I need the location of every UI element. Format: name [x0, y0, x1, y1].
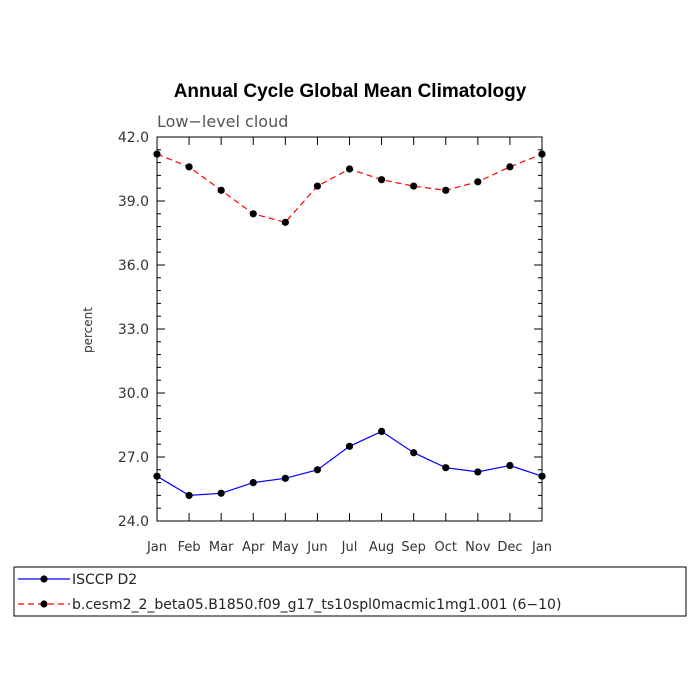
data-point [506, 163, 514, 171]
data-point [345, 165, 354, 173]
y-tick-label: 36.0 [118, 258, 149, 274]
series-line [156, 153, 543, 223]
data-point [410, 182, 418, 190]
data-point [377, 427, 386, 435]
x-tick-label: Jan [146, 540, 167, 555]
series-1 [153, 427, 546, 499]
x-tick-label: Jan [531, 540, 552, 555]
y-tick-label: 39.0 [118, 194, 149, 210]
x-tick-label: Feb [178, 540, 201, 555]
chart-subtitle: Low−level cloud [157, 112, 288, 131]
y-axis-label: percent [81, 307, 95, 353]
data-point [153, 150, 161, 158]
data-point [538, 472, 546, 480]
data-point [474, 178, 482, 186]
y-tick-label: 30.0 [118, 386, 149, 402]
x-tick-label: May [272, 540, 299, 555]
data-point [345, 442, 354, 450]
series-2 [153, 150, 546, 226]
data-point [474, 468, 482, 476]
data-point [217, 489, 225, 497]
y-tick-label: 27.0 [118, 450, 149, 466]
x-tick-label: Oct [435, 540, 457, 555]
series-line [156, 430, 543, 497]
data-point [442, 464, 450, 472]
data-point [185, 491, 193, 499]
y-tick-label: 33.0 [118, 322, 149, 338]
data-point [377, 176, 386, 184]
x-tick-label: Nov [465, 540, 491, 555]
data-point [249, 479, 257, 487]
data-point [281, 474, 289, 482]
x-tick-label: Dec [497, 540, 522, 555]
legend-label: b.cesm2_2_beta05.B1850.f09_g17_ts10spl0m… [72, 597, 561, 613]
axes: 24.0 27.0 30.0 33.0 36.0 39.0 42.0 Jan Feb Mar Apr… [118, 130, 552, 555]
series-layer [153, 150, 546, 499]
data-point [410, 449, 418, 457]
data-point [506, 461, 514, 470]
x-tick-label: Apr [242, 540, 265, 555]
data-point [313, 182, 322, 190]
data-point [442, 186, 450, 194]
data-point [249, 210, 257, 218]
data-point [153, 472, 161, 480]
x-tick-label: Jul [341, 540, 358, 555]
legend-marker [40, 575, 48, 583]
data-point [538, 150, 546, 158]
legend: ISCCP D2 b.cesm2_2_beta05.B1850.f09_g17_t… [18, 572, 561, 613]
x-tick-label: Sep [401, 540, 426, 555]
data-point [217, 186, 225, 194]
y-tick-label: 24.0 [118, 514, 149, 530]
data-point [185, 163, 193, 171]
legend-marker [40, 600, 48, 608]
x-tick-label: Jun [306, 540, 327, 555]
x-tick-label: Aug [369, 540, 394, 555]
legend-box [13, 566, 687, 617]
data-point [313, 466, 322, 474]
chart-title: Annual Cycle Global Mean Climatology [174, 81, 527, 102]
x-tick-label: Mar [209, 540, 234, 555]
legend-label: ISCCP D2 [72, 572, 137, 588]
data-point [281, 218, 289, 226]
y-tick-label: 42.0 [118, 130, 149, 146]
plot-frame [156, 136, 543, 522]
